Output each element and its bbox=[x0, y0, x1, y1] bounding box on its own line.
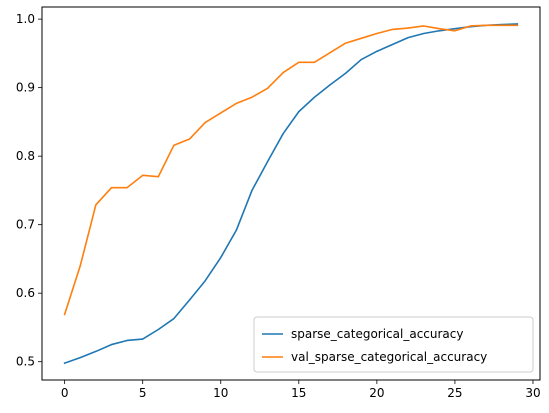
data-point bbox=[360, 37, 362, 39]
series-line-0 bbox=[63, 23, 519, 365]
series-line-1 bbox=[63, 24, 519, 316]
axes-frame bbox=[41, 6, 541, 381]
data-point bbox=[376, 32, 378, 35]
data-point bbox=[235, 102, 237, 104]
data-point bbox=[454, 30, 456, 32]
data-point bbox=[391, 28, 394, 30]
data-point bbox=[282, 132, 284, 135]
data-point bbox=[188, 138, 191, 140]
y-tick-label: 0.7 bbox=[16, 218, 35, 232]
data-point bbox=[173, 144, 175, 146]
data-point bbox=[110, 187, 113, 189]
data-point bbox=[142, 338, 144, 340]
x-axis: 0 5 10 15 20 25 30 bbox=[61, 380, 541, 400]
data-point bbox=[126, 339, 128, 342]
legend-label: sparse_categorical_accuracy bbox=[291, 327, 463, 341]
legend-label: val_sparse_categorical_accuracy bbox=[291, 350, 487, 364]
data-point bbox=[313, 61, 316, 63]
x-tick-label: 15 bbox=[291, 386, 306, 400]
data-point bbox=[469, 25, 472, 27]
legend-entry: sparse_categorical_accuracy bbox=[262, 327, 463, 341]
data-point bbox=[79, 357, 81, 359]
x-tick-label: 30 bbox=[525, 386, 540, 400]
data-point bbox=[360, 58, 362, 61]
data-point bbox=[110, 343, 113, 346]
data-point bbox=[329, 52, 331, 54]
data-point bbox=[438, 30, 440, 32]
data-point bbox=[173, 317, 175, 320]
y-tick-label: 0.6 bbox=[16, 286, 35, 300]
data-point bbox=[204, 121, 206, 124]
data-point bbox=[251, 189, 253, 192]
data-point bbox=[142, 174, 144, 176]
data-point bbox=[79, 265, 81, 267]
data-point bbox=[298, 61, 300, 63]
x-tick-label: 5 bbox=[139, 386, 147, 400]
data-point bbox=[235, 229, 237, 231]
data-point bbox=[407, 37, 409, 39]
series-layer bbox=[63, 23, 519, 365]
x-tick-label: 10 bbox=[213, 386, 228, 400]
data-point bbox=[188, 299, 191, 301]
data-point bbox=[501, 24, 503, 26]
data-point bbox=[220, 112, 222, 114]
data-point bbox=[157, 328, 159, 331]
legend: sparse_categorical_accuracy val_sparse_ca… bbox=[253, 316, 534, 373]
data-point bbox=[516, 24, 518, 26]
data-point bbox=[266, 161, 269, 163]
data-point bbox=[204, 280, 206, 282]
data-point bbox=[407, 27, 409, 29]
data-point bbox=[220, 256, 222, 259]
data-point bbox=[454, 28, 456, 30]
x-tick-label: 0 bbox=[61, 386, 69, 400]
data-point bbox=[64, 313, 66, 316]
x-tick-label: 20 bbox=[369, 386, 384, 400]
y-tick-label: 0.9 bbox=[16, 81, 35, 95]
y-tick-label: 1.0 bbox=[16, 12, 35, 26]
data-point bbox=[438, 28, 440, 30]
data-point bbox=[64, 362, 66, 364]
data-point bbox=[391, 43, 394, 46]
series-0 bbox=[63, 23, 519, 365]
y-axis: 0.5 0.6 0.7 0.8 0.9 1.0 bbox=[16, 12, 42, 369]
data-point bbox=[95, 350, 97, 353]
data-point bbox=[157, 176, 159, 178]
data-point bbox=[485, 24, 487, 26]
data-point bbox=[516, 23, 518, 25]
legend-frame bbox=[253, 316, 534, 373]
data-point bbox=[345, 72, 347, 74]
data-point bbox=[251, 96, 253, 98]
data-point bbox=[298, 111, 300, 113]
data-point bbox=[329, 84, 331, 86]
legend-entry: val_sparse_categorical_accuracy bbox=[262, 350, 487, 364]
data-point bbox=[313, 96, 316, 98]
y-tick-label: 0.5 bbox=[16, 355, 35, 369]
y-tick-label: 0.8 bbox=[16, 149, 35, 163]
data-point bbox=[376, 50, 378, 52]
data-point bbox=[282, 71, 284, 74]
data-point bbox=[423, 25, 425, 27]
data-point bbox=[345, 42, 347, 44]
data-point bbox=[95, 204, 97, 206]
x-tick-label: 25 bbox=[447, 386, 462, 400]
data-point bbox=[423, 32, 425, 35]
data-point bbox=[266, 87, 269, 89]
data-point bbox=[126, 187, 128, 189]
series-1 bbox=[63, 24, 519, 316]
